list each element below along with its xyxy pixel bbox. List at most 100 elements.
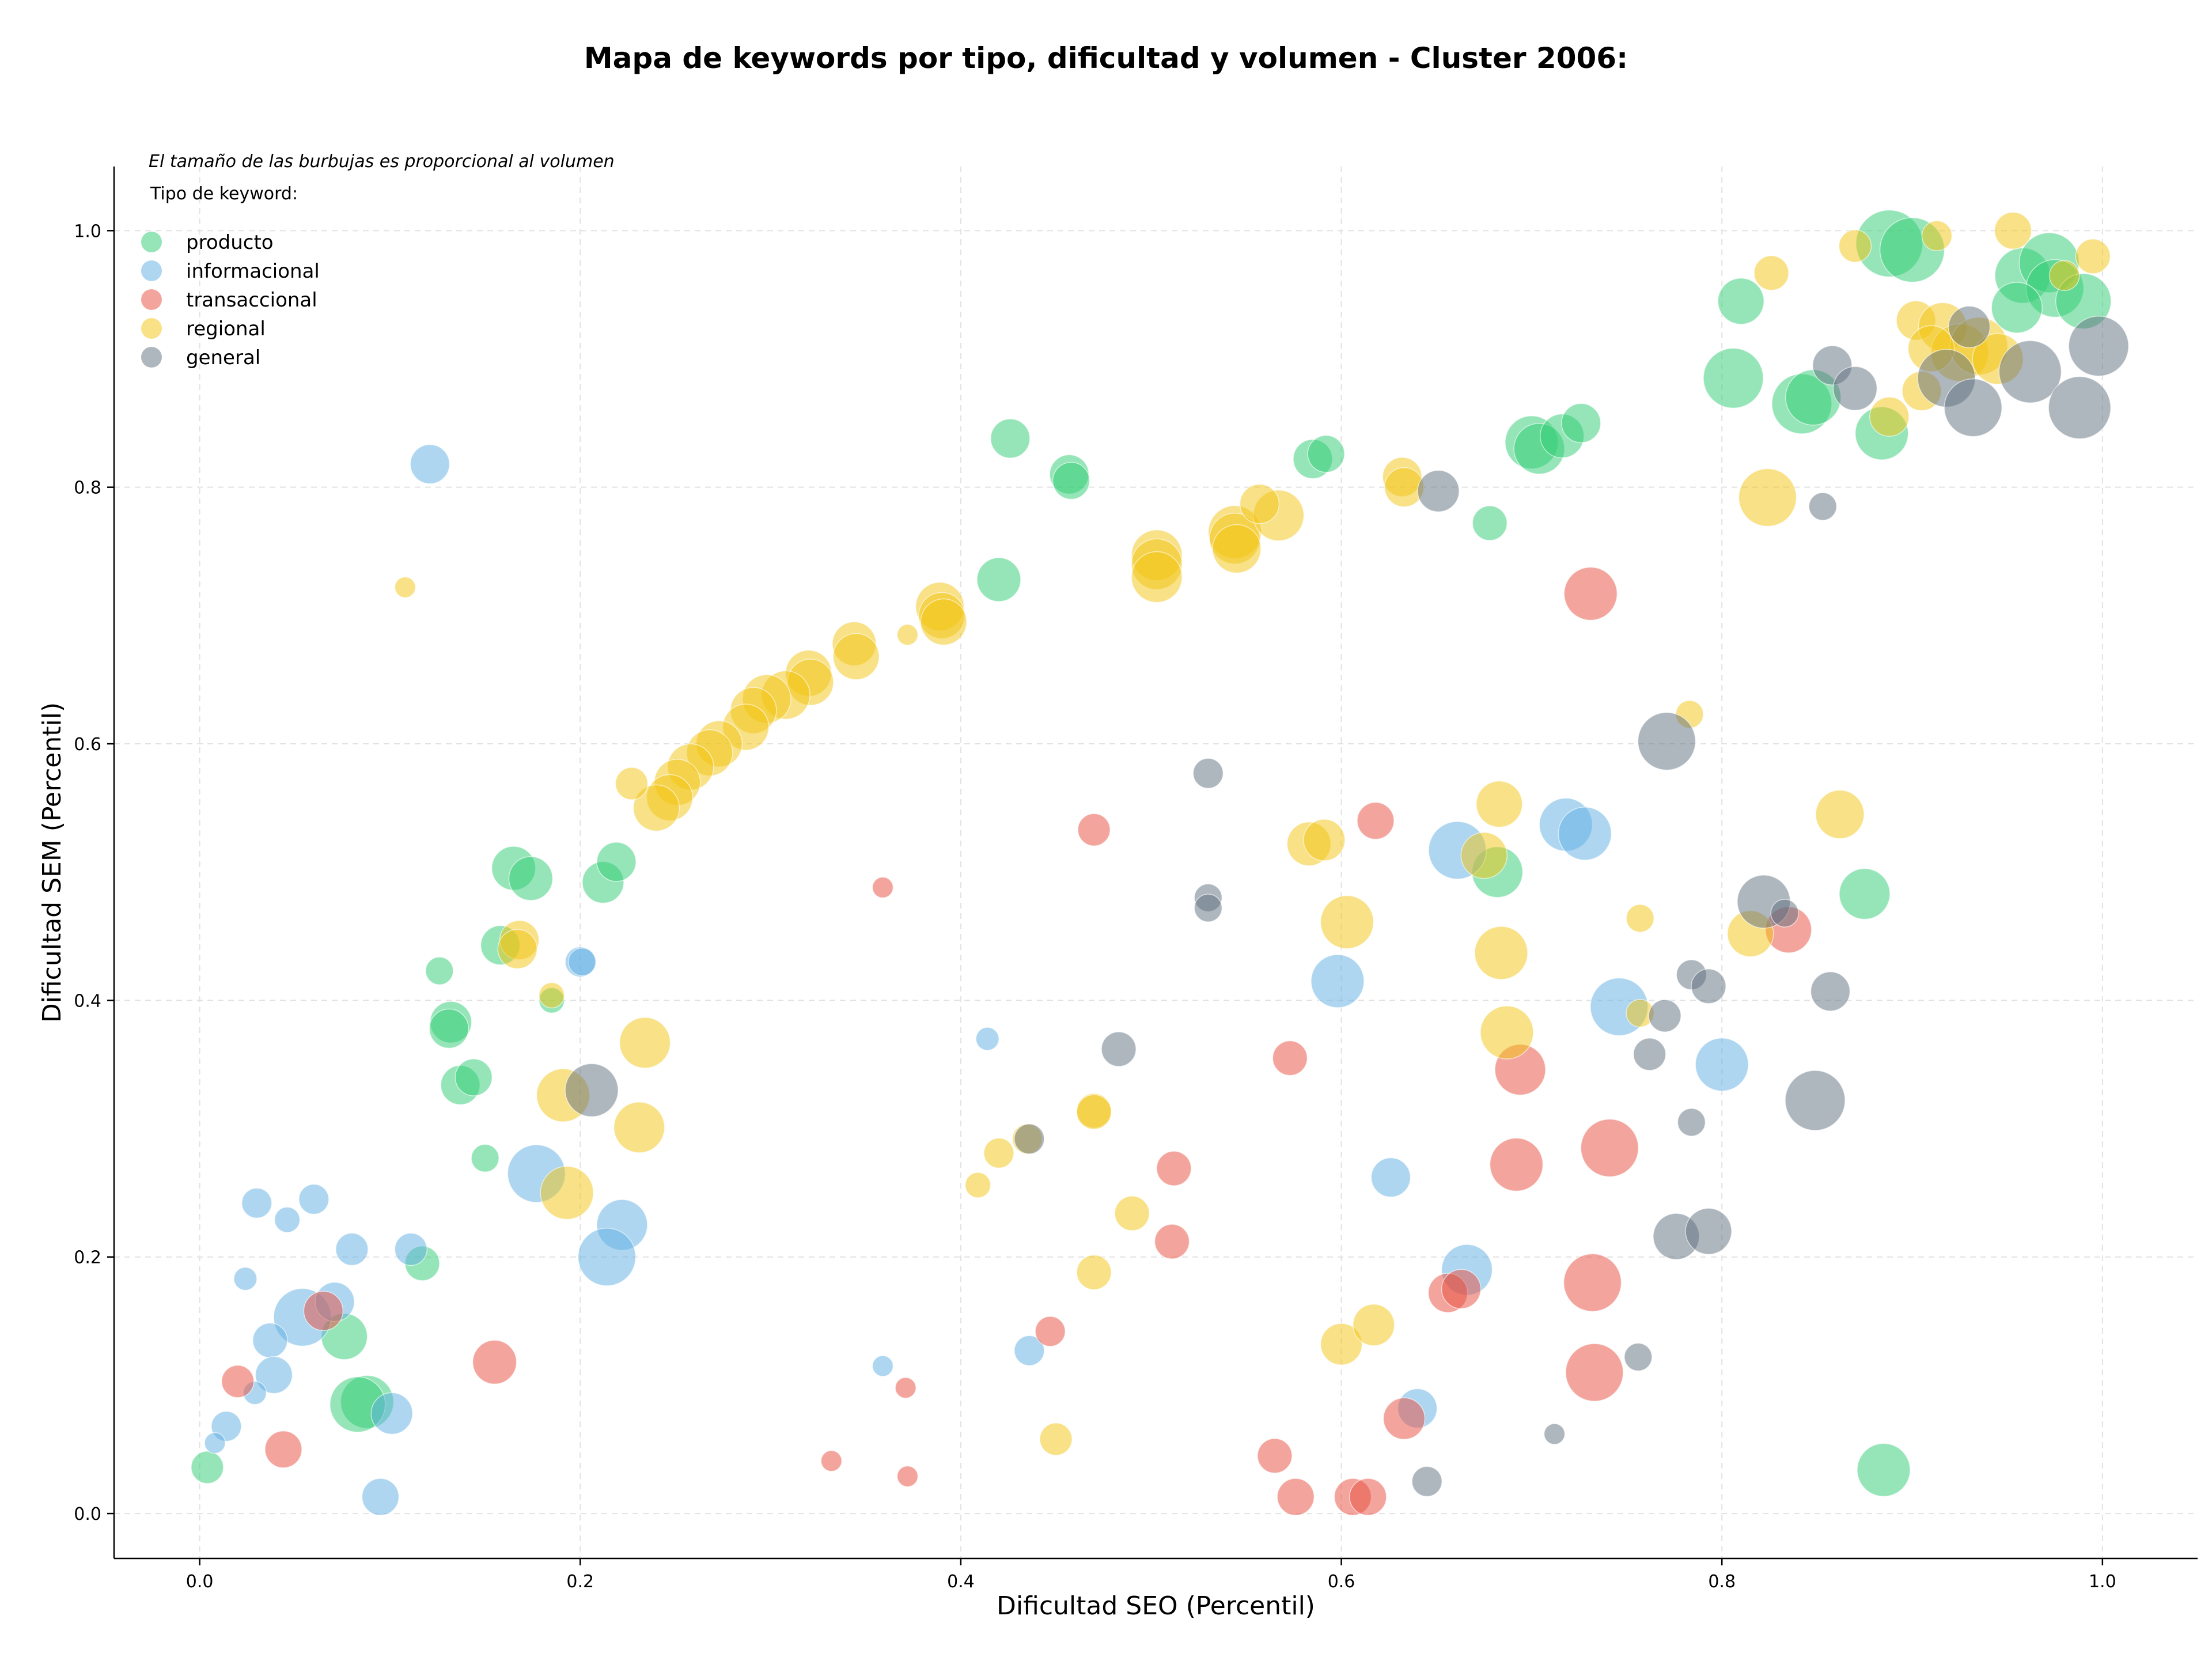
bubble-producto xyxy=(471,1144,499,1173)
bubble-informacional xyxy=(233,1266,257,1291)
bubble-regional xyxy=(1212,524,1262,574)
chart-title: Mapa de keywords por tipo, dificultad y … xyxy=(584,41,1628,75)
bubble-regional xyxy=(615,767,649,800)
bubble-regional xyxy=(1921,220,1953,251)
bubble-regional xyxy=(1460,832,1508,879)
bubble-regional xyxy=(497,929,538,970)
bubble-general xyxy=(1194,894,1223,922)
bubble-informacional xyxy=(577,1227,637,1287)
bubble-informacional xyxy=(204,1432,226,1454)
bubble-transaccional xyxy=(1382,1397,1426,1440)
bubble-informacional xyxy=(1558,807,1612,861)
bubble-general xyxy=(1808,492,1838,521)
x-tick-label: 0.2 xyxy=(566,1572,594,1592)
bubble-regional xyxy=(619,1017,671,1069)
bubble-general xyxy=(565,1063,619,1117)
axes xyxy=(113,167,2198,1560)
bubble-producto xyxy=(1307,435,1345,473)
bubble-producto xyxy=(454,1058,493,1096)
bubble-regional xyxy=(1320,895,1374,949)
bubble-producto xyxy=(508,856,554,901)
bubble-transaccional xyxy=(472,1340,517,1385)
bubble-regional xyxy=(613,1102,665,1153)
bubble-general xyxy=(1543,1423,1566,1445)
x-tick-label: 0.4 xyxy=(947,1572,975,1592)
bubble-informacional xyxy=(567,947,597,977)
bubble-producto xyxy=(976,557,1021,602)
bubble-regional xyxy=(920,598,967,646)
bubble-regional xyxy=(632,784,680,832)
bubble-producto xyxy=(429,1008,469,1049)
bubble-general xyxy=(1637,712,1696,771)
legend: producto informacional transaccional region… xyxy=(141,231,320,369)
bubble-general xyxy=(1101,1031,1137,1067)
x-tick-label: 1.0 xyxy=(2089,1572,2116,1592)
bubble-regional xyxy=(1994,211,2032,250)
bubble-general xyxy=(1832,366,1878,411)
bubble-regional xyxy=(1039,1422,1073,1456)
bubble-informacional xyxy=(274,1206,301,1233)
bubble-producto xyxy=(1717,278,1764,325)
bubble-informacional xyxy=(298,1183,329,1215)
y-axis-label: Dificultad SEM (Percentil) xyxy=(37,702,67,1023)
bubble-regional xyxy=(538,982,565,1009)
bubble-informacional xyxy=(1370,1157,1411,1198)
bubble-regional xyxy=(1303,819,1346,861)
bubble-regional xyxy=(1076,1094,1112,1130)
bubble-general xyxy=(1770,899,1799,928)
bubble-regional xyxy=(964,1172,991,1198)
x-tick-label: 0.6 xyxy=(1328,1572,1355,1592)
bubble-general xyxy=(1633,1038,1666,1071)
bubble-regional xyxy=(1626,904,1654,933)
bubble-general xyxy=(2068,315,2129,377)
bubble-general xyxy=(1944,378,2002,437)
bubble-regional xyxy=(832,633,880,680)
bubble-general xyxy=(1677,1108,1706,1137)
bubble-transaccional xyxy=(1580,1118,1639,1178)
bubble-informacional xyxy=(252,1322,288,1359)
bubble-informacional xyxy=(370,1392,414,1435)
bubble-regional xyxy=(2075,239,2111,274)
legend-title: Tipo de keyword: xyxy=(150,184,298,204)
bubble-transaccional xyxy=(1156,1151,1192,1186)
bubble-size-note: El tamaño de las burbujas es proporciona… xyxy=(149,152,615,172)
bubble-regional xyxy=(1480,1005,1534,1060)
legend-marker-producto xyxy=(141,232,162,252)
bubble-regional xyxy=(1320,1323,1363,1365)
bubble-general xyxy=(1691,968,1726,1004)
bubble-general xyxy=(1685,1208,1732,1255)
bubble-producto xyxy=(1703,347,1764,409)
bubble-transaccional xyxy=(1563,566,1618,621)
bubble-informacional xyxy=(361,1478,400,1516)
bubble-informacional xyxy=(255,1356,293,1394)
x-tick-label: 0.0 xyxy=(186,1572,214,1592)
bubble-transaccional xyxy=(303,1291,344,1331)
bubble-transaccional xyxy=(1489,1137,1544,1192)
bubble-producto xyxy=(425,956,454,985)
bubble-transaccional xyxy=(221,1364,255,1398)
bubble-regional xyxy=(1753,255,1789,291)
bubble-informacional xyxy=(410,444,450,485)
bubble-regional xyxy=(1239,483,1280,524)
bubble-transaccional xyxy=(1257,1438,1293,1474)
y-tick-label: 0.0 xyxy=(74,1504,101,1524)
bubble-transaccional xyxy=(1277,1478,1315,1516)
y-tick-label: 0.6 xyxy=(74,735,101,755)
bubble-regional xyxy=(1352,1303,1395,1346)
bubble-regional xyxy=(2049,260,2080,292)
bubble-regional xyxy=(1869,396,1910,437)
bubble-transaccional xyxy=(1349,1478,1387,1516)
bubble-general xyxy=(1648,999,1681,1032)
bubble-regional xyxy=(394,576,416,599)
y-tick-label: 0.4 xyxy=(74,991,101,1011)
bubble-informacional xyxy=(1695,1037,1749,1092)
bubble-regional xyxy=(1474,926,1528,980)
bubble-regional xyxy=(1838,229,1872,263)
bubble-producto xyxy=(1472,505,1508,541)
bubble-transaccional xyxy=(1563,1253,1622,1312)
legend-marker-general xyxy=(141,347,162,368)
bubble-producto xyxy=(1857,1443,1911,1497)
bubble-regional xyxy=(896,624,919,646)
bubble-informacional xyxy=(394,1232,428,1266)
